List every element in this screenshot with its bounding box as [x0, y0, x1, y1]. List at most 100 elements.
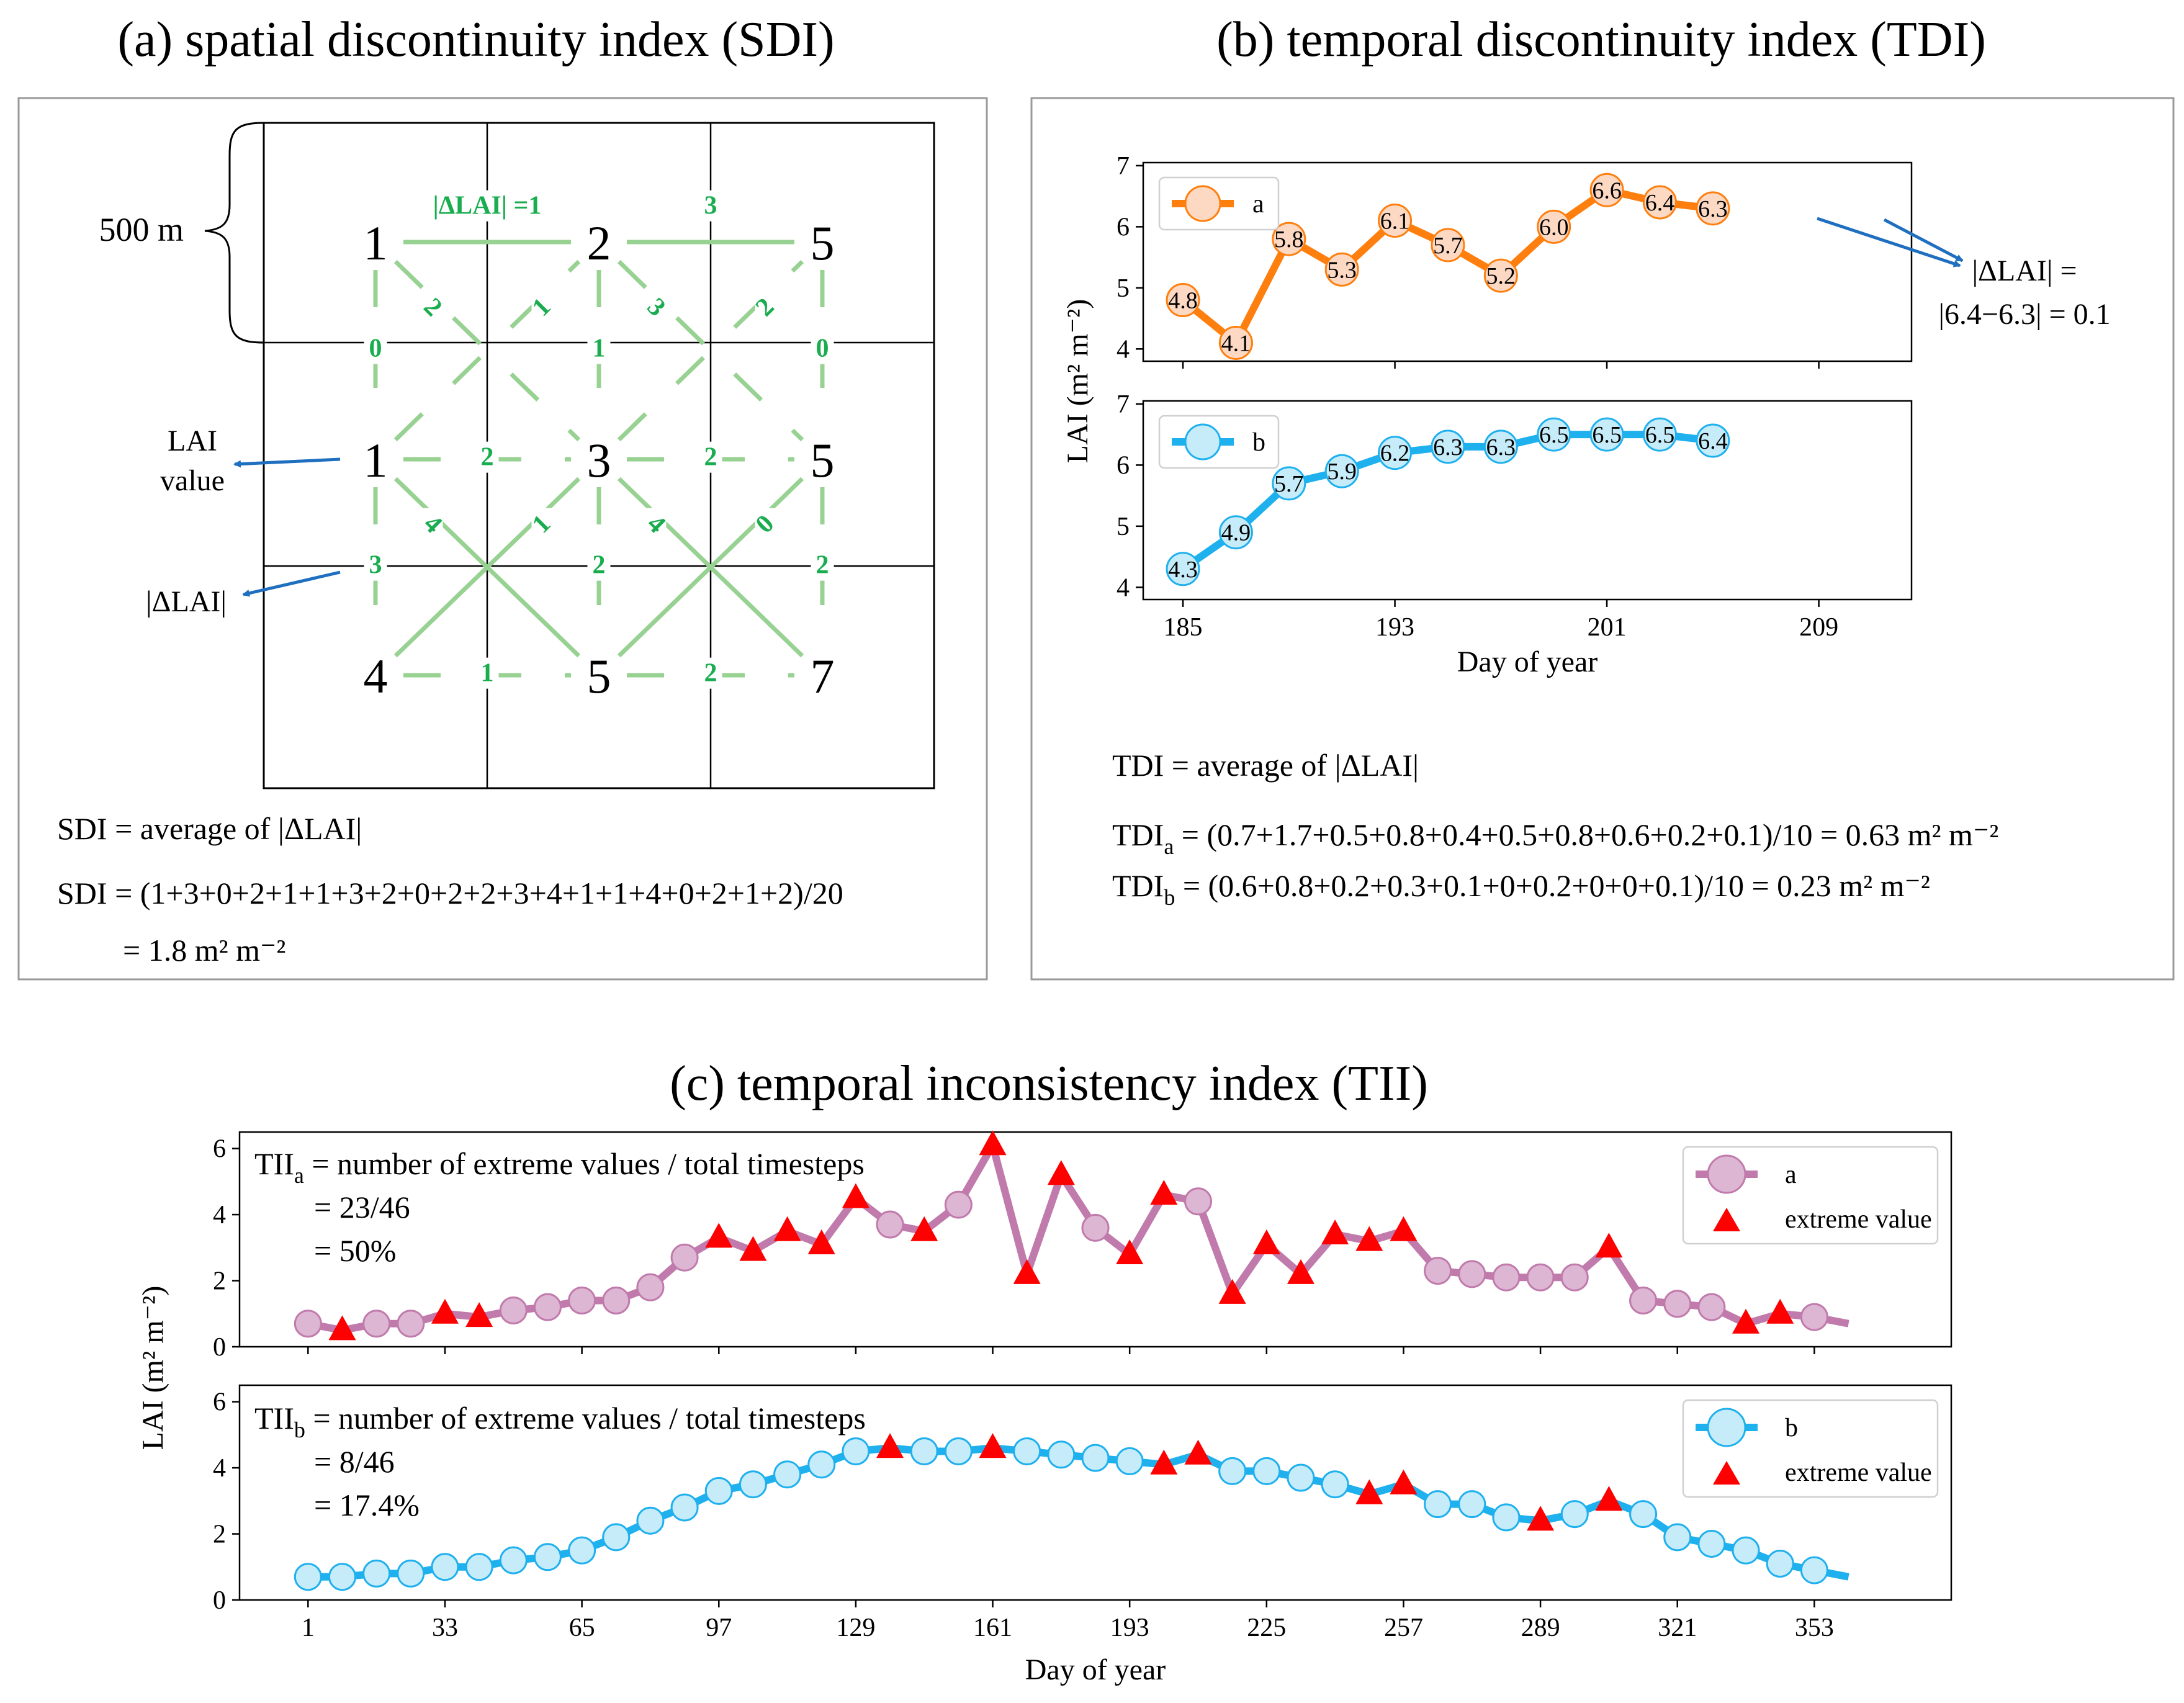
- tii-series-b-point: [431, 1553, 459, 1581]
- tii-annotation-b-line3: = 17.4%: [314, 1488, 420, 1522]
- tii-x-tick-label: 353: [1795, 1614, 1834, 1642]
- tii-series-b-point: [842, 1437, 870, 1465]
- tii-y-tick-label: 2: [213, 1267, 226, 1296]
- tii-x-tick-label: 97: [706, 1614, 732, 1642]
- tii-series-a-extreme-marker: [773, 1216, 801, 1241]
- tii-annotation-a-line1: TIIa = number of extreme values / total …: [254, 1146, 865, 1188]
- dlai-arrow: [242, 570, 341, 597]
- tdi-series-b-data-label: 5.7: [1274, 471, 1304, 497]
- tii-y-tick-label: 2: [213, 1521, 226, 1549]
- tdi-series-a-point: [1272, 222, 1306, 256]
- tii-legend-a-marker: [1707, 1154, 1746, 1194]
- tii-series-b-point: [1252, 1457, 1281, 1485]
- tii-series-b-point: [1766, 1549, 1794, 1578]
- tii-legend-a-extreme-label: extreme value: [1785, 1205, 1932, 1234]
- horizontal-edge-label: 3: [704, 192, 717, 220]
- tii-series-b-point: [1732, 1536, 1760, 1565]
- tdi-series-b-point: [1589, 417, 1624, 452]
- tdi-y-tick-label: 7: [1117, 390, 1130, 419]
- edge-label-background: [364, 549, 387, 581]
- tii-y-tick-label: 6: [213, 1135, 226, 1164]
- dlai-label: |ΔLAI|: [146, 585, 227, 618]
- tii-series-b-point: [1424, 1490, 1452, 1519]
- tii-annotation-a-line3: = 50%: [314, 1233, 396, 1268]
- tii-x-tick-label: 161: [973, 1614, 1012, 1642]
- vertical-edge-label: 0: [816, 335, 829, 363]
- tii-series-a-extreme-marker: [1321, 1220, 1349, 1245]
- tii-series-a-extreme-marker: [1390, 1216, 1418, 1241]
- tii-series-a-point: [602, 1286, 631, 1314]
- tii-series-b-point: [807, 1450, 836, 1479]
- tii-series-b-extreme-marker: [979, 1433, 1007, 1458]
- tii-series-a-extreme-marker: [1732, 1308, 1760, 1334]
- tii-series-a-point: [670, 1243, 699, 1272]
- tdi-series-a-data-label: 5.3: [1327, 257, 1357, 283]
- tdi-series-a-data-label: 5.8: [1274, 227, 1304, 253]
- tdi-ylabel: LAI (m² m⁻²): [1061, 299, 1094, 464]
- tii-series-b-point: [1560, 1500, 1589, 1529]
- edge-label-background: [699, 441, 722, 473]
- tii-series-a-extreme-marker: [328, 1315, 356, 1341]
- tii-series-a-extreme-marker: [1013, 1259, 1041, 1284]
- tdi-series-a-data-label: 4.1: [1221, 330, 1251, 356]
- tdi-formula-b: TDIb = (0.6+0.8+0.2+0.3+0.1+0+0.2+0+0+0.…: [1112, 868, 1930, 910]
- tdi-legend-b-marker: [1184, 423, 1221, 461]
- edge-label-background: [420, 508, 443, 539]
- tdi-series-a-point: [1324, 252, 1359, 287]
- tdi-legend-a-label: a: [1252, 190, 1264, 218]
- tdi-legend-b-label: b: [1252, 428, 1265, 457]
- lai-grid-value: 5: [811, 433, 835, 487]
- tii-series-a-point: [1492, 1263, 1521, 1292]
- lai-value-label: LAI: [168, 425, 217, 457]
- tdi-series-b-data-label: 5.9: [1327, 459, 1357, 485]
- tdi-series-b-point: [1483, 429, 1518, 464]
- panel-b-tdi-chart: 4 5 6 7 4.8 4.1 5.8 5.3 6.1 5.7 5.2 6.0 6.6 6.4 6.3 a 4 5…: [1061, 152, 2111, 910]
- lai-value-arrow: [233, 457, 341, 468]
- tdi-legend-a-marker: [1184, 185, 1221, 222]
- tii-series-a-point: [499, 1296, 528, 1324]
- edge-label-background: [755, 291, 778, 323]
- tdi-series-a-point: [1696, 191, 1730, 226]
- tii-series-a-line: [307, 1141, 1849, 1334]
- tii-x-tick-label: 225: [1247, 1614, 1286, 1642]
- tii-series-b-point: [636, 1506, 665, 1535]
- tii-annotation-a-text: = number of extreme values / total times…: [304, 1146, 865, 1181]
- lai-grid-value: 7: [811, 649, 835, 703]
- edge-label-background: [699, 657, 722, 689]
- tii-series-b-extreme-marker: [1355, 1479, 1383, 1504]
- tdi-series-a-data-label: 6.4: [1645, 190, 1675, 216]
- tdi-series-a-data-label: 6.6: [1592, 177, 1622, 204]
- tdi-y-tick-label: 5: [1117, 513, 1130, 541]
- tii-series-b-point: [1013, 1437, 1041, 1465]
- tdi-axes-top: [1142, 161, 1913, 362]
- edge-label-background: [428, 190, 547, 222]
- tdi-series-a-point: [1483, 258, 1518, 293]
- tdi-series-a-data-label: 6.0: [1539, 214, 1569, 240]
- lai-grid-value: 5: [811, 216, 835, 270]
- vertical-edge-label: 0: [369, 335, 382, 363]
- scale-brace: [204, 122, 264, 344]
- tdi-formula-a-subscript: a: [1164, 834, 1174, 859]
- lai-grid-value: 3: [587, 433, 611, 487]
- edge-label-background: [643, 291, 667, 323]
- tii-x-tick-label: 257: [1384, 1614, 1423, 1642]
- tdi-formula-b-symbol: TDI: [1112, 868, 1164, 903]
- tii-series-b-point: [1218, 1457, 1247, 1485]
- sdi-formula-result: = 1.8 m² m⁻²: [123, 933, 285, 968]
- tii-series-a-point: [1629, 1286, 1658, 1314]
- lai-grid-value: 2: [587, 216, 611, 270]
- tii-annotation-a-symbol: TII: [254, 1146, 294, 1181]
- tii-series-a-extreme-marker: [431, 1298, 459, 1324]
- tii-y-tick-label: 4: [213, 1201, 226, 1229]
- tii-series-a-extreme-marker: [1287, 1259, 1314, 1284]
- tdi-series-a-point: [1642, 185, 1677, 220]
- tdi-series-a-point: [1218, 325, 1253, 360]
- tdi-axes-bottom: [1142, 400, 1913, 601]
- tdi-y-tick-label: 4: [1117, 335, 1130, 364]
- tii-series-b-point: [1081, 1444, 1110, 1472]
- tii-series-a-extreme-marker: [1116, 1239, 1144, 1264]
- tii-x-tick-label: 321: [1658, 1614, 1697, 1642]
- tii-axes-top: [238, 1131, 1953, 1348]
- tii-legend-a-extreme-marker: [1713, 1208, 1740, 1231]
